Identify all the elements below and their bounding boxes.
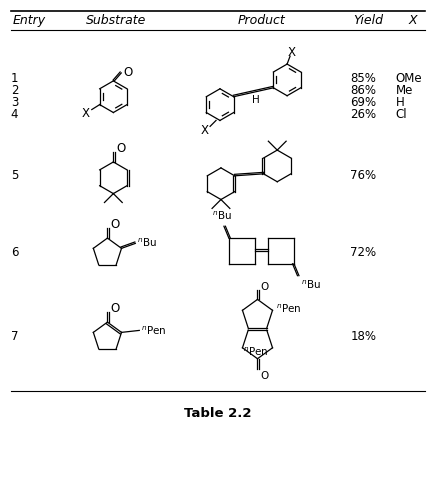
Text: Table 2.2: Table 2.2 — [184, 407, 252, 420]
Text: H: H — [252, 95, 259, 105]
Text: O: O — [110, 302, 119, 315]
Text: Substrate: Substrate — [86, 14, 146, 27]
Text: Cl: Cl — [396, 108, 407, 121]
Text: Entry: Entry — [13, 14, 46, 27]
Text: 3: 3 — [10, 96, 18, 109]
Text: O: O — [260, 371, 269, 381]
Text: O: O — [260, 282, 269, 291]
Text: 18%: 18% — [350, 330, 376, 344]
Text: H: H — [396, 96, 405, 109]
Text: 76%: 76% — [350, 169, 376, 182]
Text: $^n$Bu: $^n$Bu — [212, 210, 232, 222]
Text: 2: 2 — [10, 84, 18, 97]
Text: X: X — [200, 124, 208, 137]
Text: Yield: Yield — [353, 14, 383, 27]
Text: $^n$Bu: $^n$Bu — [137, 236, 157, 248]
Text: $^n$Pen: $^n$Pen — [276, 302, 302, 315]
Text: X: X — [288, 46, 296, 59]
Text: X: X — [82, 107, 90, 120]
Text: 4: 4 — [10, 108, 18, 121]
Text: Me: Me — [396, 84, 413, 97]
Text: 69%: 69% — [350, 96, 376, 109]
Text: $^n$Pen: $^n$Pen — [141, 324, 167, 337]
Text: X: X — [408, 14, 417, 27]
Text: 5: 5 — [10, 169, 18, 182]
Text: O: O — [123, 67, 133, 79]
Text: OMe: OMe — [396, 72, 422, 85]
Text: $^n$Pen: $^n$Pen — [243, 346, 269, 358]
Text: O: O — [110, 218, 119, 231]
Text: 86%: 86% — [350, 84, 376, 97]
Text: Product: Product — [238, 14, 285, 27]
Text: 1: 1 — [10, 72, 18, 85]
Text: O: O — [116, 141, 126, 155]
Text: 7: 7 — [10, 330, 18, 344]
Text: 72%: 72% — [350, 246, 376, 259]
Text: 6: 6 — [10, 246, 18, 259]
Text: 26%: 26% — [350, 108, 376, 121]
Text: 85%: 85% — [350, 72, 376, 85]
Text: $^n$Bu: $^n$Bu — [301, 279, 321, 291]
